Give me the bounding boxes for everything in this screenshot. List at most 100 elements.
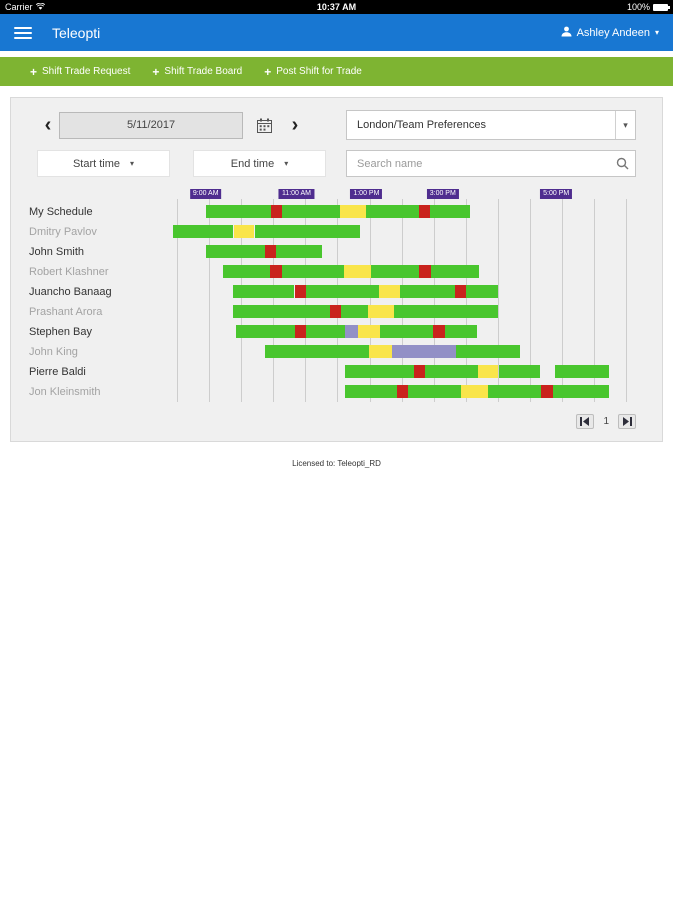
shift-segment-lunch [344, 265, 371, 278]
shift-segment-shift [235, 325, 295, 338]
team-filter-select[interactable]: London/Team Preferences ▾ [346, 110, 636, 140]
schedule-bar-lane [171, 322, 634, 342]
calendar-icon[interactable] [257, 118, 272, 133]
shift-trade-board-button[interactable]: + Shift Trade Board [150, 57, 244, 86]
shift-segment-shift [275, 245, 323, 258]
shift-segment-lunch [358, 325, 380, 338]
shift-segment-other [345, 325, 359, 338]
start-time-label: Start time [72, 157, 121, 170]
shift-segment-shift [555, 365, 609, 378]
shift-segment-shift [341, 305, 369, 318]
chevron-down-icon: ▾ [654, 28, 659, 37]
schedule-bar-lane [171, 382, 634, 402]
gridline [273, 199, 275, 402]
date-field[interactable] [59, 111, 243, 139]
schedule-bar-lane [171, 242, 634, 262]
shift-segment-shift [345, 365, 414, 378]
previous-day-button[interactable]: ‹ [44, 114, 52, 136]
shift-segment-lunch [378, 285, 400, 298]
first-page-button[interactable] [576, 414, 595, 429]
shift-segment-shift [371, 265, 419, 278]
gridline [497, 199, 499, 402]
time-marker: 1:00 PM [350, 189, 383, 199]
team-schedule-gantt: 9:00 AM 11:00 AM 1:00 PM 3:00 PM 5:00 PM My … [29, 189, 634, 402]
pagination: 1 [11, 414, 636, 429]
shift-segment-lunch [460, 385, 488, 398]
gridline [177, 199, 179, 402]
shift-segment-shift [394, 305, 498, 318]
agent-name: Jon Kleinsmith [29, 386, 101, 398]
end-time-label: End time [230, 157, 275, 170]
gantt-gridlines [171, 199, 634, 402]
shift-segment-shift [366, 205, 420, 218]
chevron-down-icon: ▾ [284, 159, 289, 168]
shift-segment-break [418, 265, 431, 278]
schedule-bar-lane [171, 222, 634, 242]
schedule-row[interactable]: Jon Kleinsmith [29, 382, 634, 402]
end-time-filter[interactable]: End time ▾ [193, 150, 326, 177]
agent-name: Juancho Banaag [29, 286, 112, 298]
shift-segment-shift [498, 365, 541, 378]
gridline [401, 199, 403, 402]
shift-segment-break [418, 205, 430, 218]
shift-segment-break [269, 265, 282, 278]
hamburger-menu-icon[interactable] [14, 26, 32, 39]
shift-segment-break [294, 285, 307, 298]
shift-segment-shift [465, 285, 498, 298]
shift-segment-break [541, 385, 553, 398]
schedule-row[interactable]: Dmitry Pavlov [29, 222, 634, 242]
gridline [465, 199, 467, 402]
schedule-row[interactable]: John King [29, 342, 634, 362]
shift-segment-shift [424, 365, 478, 378]
start-time-filter[interactable]: Start time ▾ [37, 150, 170, 177]
next-day-button[interactable]: › [291, 114, 299, 136]
filter-row: Start time ▾ End time ▾ [37, 150, 636, 177]
page-number: 1 [603, 416, 609, 427]
shift-segment-break [264, 245, 276, 258]
schedule-row[interactable]: Juancho Banaag [29, 282, 634, 302]
shift-segment-lunch [369, 345, 392, 358]
schedule-row[interactable]: My Schedule [29, 202, 634, 222]
shift-segment-shift [552, 385, 610, 398]
agent-name: John Smith [29, 246, 85, 258]
schedule-bar-lane [171, 282, 634, 302]
last-page-button[interactable] [618, 414, 636, 429]
search-name-box [346, 150, 636, 177]
status-bar: Carrier 10:37 AM 100% [0, 0, 673, 14]
time-marker: 11:00 AM [278, 189, 314, 199]
shift-segment-lunch [340, 205, 367, 218]
shift-segment-shift [281, 265, 345, 278]
time-marker: 5:00 PM [540, 189, 573, 199]
user-menu[interactable]: Ashley Andeen ▾ [561, 26, 659, 40]
shift-trade-toolbar: + Shift Trade Request + Shift Trade Boar… [0, 57, 673, 86]
shift-segment-shift [205, 205, 271, 218]
shift-segment-break [454, 285, 466, 298]
shift-trade-request-button[interactable]: + Shift Trade Request [28, 57, 132, 86]
agent-name: Pierre Baldi [29, 366, 86, 378]
schedule-row[interactable]: Robert Klashner [29, 262, 634, 282]
shift-segment-lunch [477, 365, 499, 378]
search-input[interactable] [347, 157, 609, 170]
shift-segment-shift [345, 385, 397, 398]
agent-name: Prashant Arora [29, 306, 103, 318]
shift-segment-shift [222, 265, 270, 278]
shift-segment-shift [205, 245, 265, 258]
plus-icon: + [152, 64, 160, 79]
license-text: Licensed to: Teleopti_RD [292, 459, 381, 468]
schedule-row[interactable]: Prashant Arora [29, 302, 634, 322]
shift-segment-shift [487, 385, 542, 398]
schedule-row[interactable]: Stephen Bay [29, 322, 634, 342]
gridline [337, 199, 339, 402]
plus-icon: + [264, 64, 272, 79]
post-shift-for-trade-button[interactable]: + Post Shift for Trade [262, 57, 364, 86]
schedule-row[interactable]: John Smith [29, 242, 634, 262]
schedule-row[interactable]: Pierre Baldi [29, 362, 634, 382]
battery-icon [653, 3, 670, 11]
agent-name: Stephen Bay [29, 326, 92, 338]
shift-segment-shift [232, 285, 295, 298]
schedule-bar-lane [171, 362, 634, 382]
shift-segment-shift [430, 265, 480, 278]
shift-segment-break [330, 305, 342, 318]
shift-segment-shift [429, 205, 470, 218]
search-icon[interactable] [609, 157, 635, 170]
